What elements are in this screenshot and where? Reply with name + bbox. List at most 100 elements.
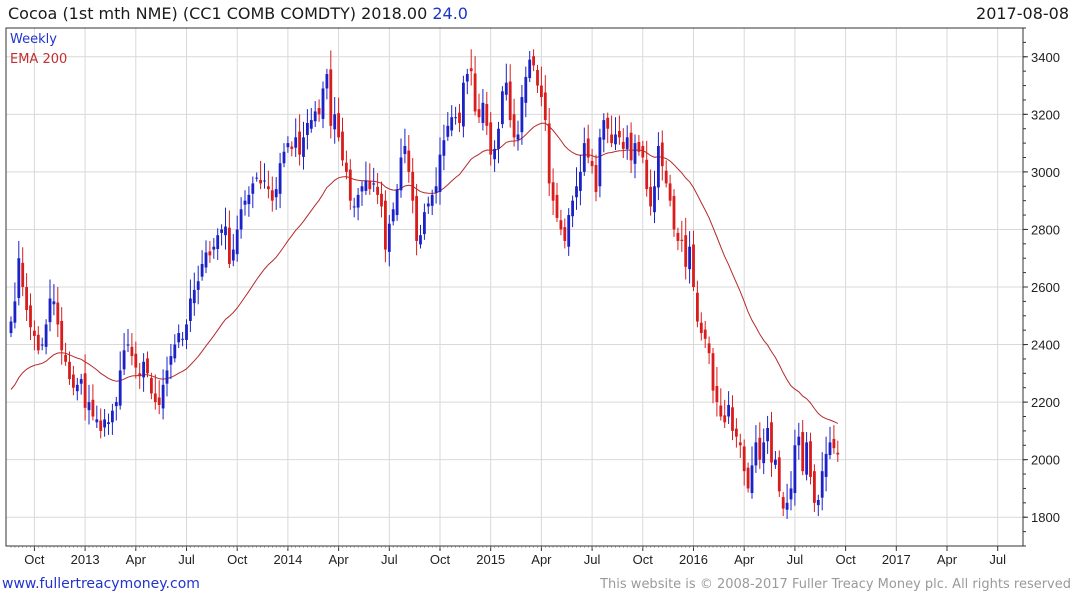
candle-body: [606, 117, 610, 129]
candle-body: [793, 445, 797, 494]
candle-body: [696, 292, 699, 322]
ema-200-line: [10, 122, 839, 424]
candle-body: [345, 162, 348, 172]
y-tick-label: 3000: [1031, 165, 1060, 180]
candle-body: [282, 151, 286, 164]
candle-body: [306, 122, 309, 136]
candle-body: [750, 465, 754, 494]
plot-frame: [5, 27, 1024, 547]
candle-body: [582, 143, 586, 172]
title-text: Cocoa (1st mth NME) (CC1 COMB COMDTY) 20…: [8, 4, 428, 23]
candle-body: [391, 209, 395, 222]
x-tick-label: Jul: [381, 552, 398, 567]
candle-body: [536, 70, 539, 86]
candle-body: [333, 114, 337, 130]
candle-body: [645, 159, 649, 190]
candle-body: [762, 442, 766, 464]
candle-body: [208, 251, 212, 256]
candle-body: [138, 373, 142, 377]
candle-body: [579, 171, 582, 191]
candle-body: [317, 108, 321, 115]
candle-body: [118, 370, 122, 406]
candle-body: [270, 190, 274, 201]
legend-ema: EMA 200: [10, 52, 68, 67]
candle-body: [485, 103, 489, 126]
candle-body: [161, 384, 165, 409]
y-tick-label: 3400: [1031, 50, 1060, 65]
site-link[interactable]: www.fullertreacymoney.com: [2, 576, 200, 592]
candle-body: [95, 419, 99, 423]
candle-body: [614, 134, 617, 145]
candle-body: [540, 85, 543, 98]
candle-body: [263, 180, 266, 182]
candle-body: [731, 407, 734, 431]
candle-body: [633, 143, 637, 164]
candle-body: [621, 141, 625, 149]
candle-body: [251, 183, 255, 194]
candle-body: [321, 88, 325, 119]
candle-body: [235, 229, 239, 255]
chart-axes: 1800 2000 2200 2400 2600 2800 3000 3200 3400 Oct 2…: [5, 27, 1060, 567]
candle-body: [356, 194, 360, 208]
candle-body: [111, 410, 114, 423]
candle-body: [809, 441, 812, 477]
candle-body: [575, 186, 578, 198]
x-tick-label: Jul: [787, 552, 804, 567]
legend-weekly: Weekly: [10, 32, 57, 47]
candle-body: [107, 422, 110, 424]
candle-body: [711, 353, 715, 391]
candle-body: [559, 220, 563, 230]
x-tick-label: Oct: [430, 552, 451, 567]
candle-body: [469, 68, 473, 72]
candle-body: [411, 171, 415, 201]
candle-body: [17, 258, 21, 298]
candle-body: [813, 471, 816, 503]
candle-body: [403, 145, 407, 155]
candle-body: [247, 194, 251, 205]
candle-body: [473, 73, 477, 112]
candle-body: [255, 177, 259, 179]
candle-body: [387, 223, 391, 252]
candle-body: [774, 459, 777, 465]
candle-body: [231, 249, 235, 261]
x-tick-label: 2014: [273, 552, 302, 567]
candle-body: [797, 436, 801, 446]
candle-body: [384, 200, 387, 250]
x-tick-label: Apr: [531, 552, 552, 567]
candle-body: [181, 338, 184, 340]
candle-body: [508, 81, 512, 121]
x-tick-label: Oct: [835, 552, 856, 567]
candle-body: [719, 405, 723, 417]
candle-body: [742, 446, 746, 472]
candle-body: [477, 109, 481, 118]
x-tick-label: Apr: [126, 552, 147, 567]
candle-body: [684, 235, 688, 267]
candle-body: [653, 186, 656, 213]
candle-body: [590, 160, 594, 167]
candle-body: [532, 56, 535, 66]
y-tick-label: 3200: [1031, 107, 1060, 122]
candle-body: [777, 457, 781, 492]
candle-body: [329, 69, 333, 126]
candle-body: [707, 343, 711, 354]
candle-body: [657, 145, 660, 188]
candle-body: [122, 350, 126, 370]
candle-body: [602, 120, 606, 140]
x-tick-label: Apr: [734, 552, 755, 567]
candle-body: [220, 229, 223, 233]
candle-body: [165, 370, 169, 384]
candle-body: [501, 91, 504, 125]
candle-body: [660, 142, 664, 167]
candle-body: [816, 499, 820, 506]
chart-date: 2017-08-08: [976, 4, 1069, 23]
candle-body: [727, 404, 730, 417]
candle-body: [134, 353, 138, 368]
candle-body: [212, 246, 216, 250]
candle-body: [130, 346, 134, 357]
candle-body: [79, 379, 83, 384]
y-tick-label: 2800: [1031, 222, 1060, 237]
x-tick-label: 2013: [71, 552, 100, 567]
candle-body: [290, 146, 294, 149]
candle-body: [781, 497, 785, 509]
candle-body: [512, 114, 516, 138]
